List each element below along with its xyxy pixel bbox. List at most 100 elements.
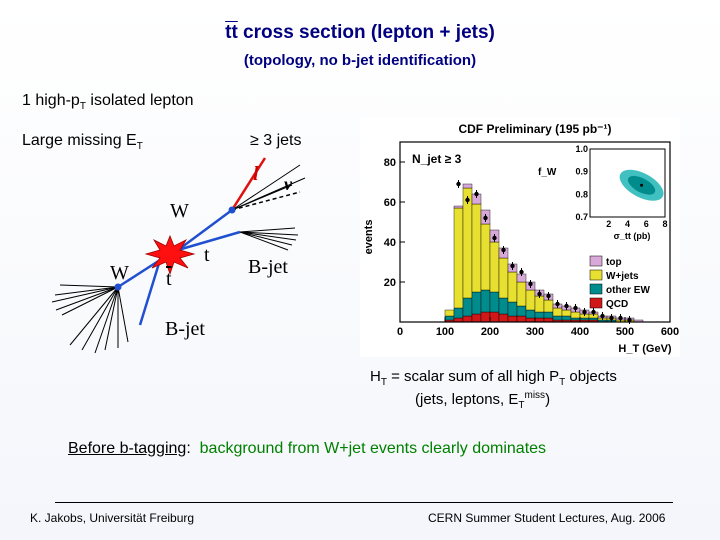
conclusion-colon: : bbox=[186, 440, 191, 457]
lepton-criterion-sub: T bbox=[79, 101, 86, 113]
data-point-5 bbox=[501, 247, 506, 253]
bar-top-6 bbox=[453, 205, 464, 209]
w-lower-vertex-icon bbox=[114, 283, 122, 291]
y-axis-label: events bbox=[363, 220, 375, 255]
data-point-13 bbox=[573, 305, 578, 311]
bar-qcd-7 bbox=[462, 315, 473, 323]
bar-top-7 bbox=[462, 183, 473, 189]
ht-def2-sup: miss bbox=[524, 390, 546, 401]
missing-et-sub: T bbox=[136, 141, 143, 153]
bar-qcd-11 bbox=[498, 313, 509, 323]
conclusion-line: Before b-tagging: background from W+jet … bbox=[68, 440, 546, 458]
w-lower-label: W bbox=[110, 262, 129, 284]
bar-wjets-7 bbox=[462, 187, 473, 299]
lepton-label: l bbox=[253, 163, 259, 185]
data-point-0 bbox=[456, 181, 461, 187]
bar-wjets-10 bbox=[489, 241, 500, 293]
bar-otherew-7 bbox=[462, 297, 473, 317]
bjet-right-line bbox=[177, 230, 241, 252]
legend-label-0: top bbox=[606, 257, 622, 268]
x-tick-label-5: 500 bbox=[616, 326, 634, 338]
bar-otherew-5 bbox=[444, 315, 455, 321]
bjet-lower-label: B-jet bbox=[165, 318, 205, 340]
inset-x-label: σ_tt (pb) bbox=[614, 231, 651, 241]
ht-chart-svg: CDF Preliminary (195 pb⁻¹) 0 100 200 300 400 5… bbox=[363, 122, 679, 355]
inset-y-tick-1: 0.8 bbox=[575, 189, 588, 199]
slide-title: tt cross section (lepton + jets) bbox=[0, 22, 720, 44]
data-point-18 bbox=[618, 315, 623, 321]
bar-wjets-5 bbox=[444, 309, 455, 317]
data-point-15 bbox=[591, 309, 596, 315]
bar-otherew-19 bbox=[570, 317, 581, 321]
y-tick-label-2: 60 bbox=[384, 197, 396, 209]
ht-distribution-plot: CDF Preliminary (195 pb⁻¹) 0 100 200 300 400 5… bbox=[360, 117, 680, 357]
data-point-19 bbox=[627, 317, 632, 323]
inset-y-label: f_W bbox=[538, 167, 557, 178]
bar-otherew-16 bbox=[543, 311, 554, 319]
data-point-14 bbox=[582, 309, 587, 315]
bar-wjets-6 bbox=[453, 207, 464, 309]
footer-right: CERN Summer Student Lectures, Aug. 2006 bbox=[428, 511, 666, 525]
bar-otherew-21 bbox=[588, 317, 599, 321]
lepton-criterion-rest: isolated lepton bbox=[85, 92, 194, 109]
bar-otherew-20 bbox=[579, 317, 590, 321]
inset-x-tick-1: 4 bbox=[625, 219, 630, 229]
footer-left: K. Jakobs, Universität Freiburg bbox=[30, 511, 195, 525]
bar-wjets-18 bbox=[561, 309, 572, 317]
data-point-12 bbox=[564, 303, 569, 309]
bar-wjets-14 bbox=[525, 289, 536, 311]
ht-def-h: H bbox=[370, 368, 381, 385]
bar-otherew-17 bbox=[552, 315, 563, 321]
bar-qcd-9 bbox=[480, 311, 491, 323]
x-axis-label: H_T (GeV) bbox=[618, 343, 672, 355]
x-tick-label-4: 400 bbox=[571, 326, 589, 338]
bar-wjets-19 bbox=[570, 311, 581, 319]
y-tick-label-0: 20 bbox=[384, 277, 396, 289]
w-decay-vertex-icon bbox=[228, 206, 236, 214]
inset-y-tick-3: 1.0 bbox=[575, 144, 588, 154]
data-point-11 bbox=[555, 301, 560, 307]
legend-swatch-1 bbox=[589, 269, 603, 281]
inset-y-tick-0: 0.7 bbox=[575, 212, 588, 222]
bar-wjets-9 bbox=[480, 223, 491, 291]
ht-def-sub2: T bbox=[559, 377, 566, 388]
inset-x-tick-3: 8 bbox=[662, 219, 667, 229]
bar-wjets-12 bbox=[507, 271, 518, 303]
bjet-right-spray bbox=[239, 227, 299, 251]
ht-def2-post: ) bbox=[545, 391, 551, 408]
x-tick-label-0: 0 bbox=[397, 326, 403, 338]
collision-vertex-icon bbox=[144, 234, 196, 276]
x-tick-label-2: 200 bbox=[481, 326, 499, 338]
bar-qcd-15 bbox=[534, 317, 545, 323]
bar-wjets-17 bbox=[552, 307, 563, 317]
bar-otherew-14 bbox=[525, 309, 536, 319]
jets-criterion: ≥ 3 jets bbox=[250, 132, 302, 149]
bar-otherew-15 bbox=[534, 311, 545, 319]
data-point-3 bbox=[483, 215, 488, 221]
bar-qcd-12 bbox=[507, 315, 518, 323]
bar-otherew-12 bbox=[507, 301, 518, 317]
chart-title: CDF Preliminary (195 pb⁻¹) bbox=[458, 122, 611, 136]
data-point-17 bbox=[609, 315, 614, 321]
bar-wjets-16 bbox=[543, 299, 554, 313]
bar-qcd-16 bbox=[543, 317, 554, 323]
bar-wjets-15 bbox=[534, 295, 545, 313]
x-tick-label-6: 600 bbox=[661, 326, 679, 338]
data-point-1 bbox=[465, 197, 470, 203]
inset-x-tick-2: 6 bbox=[644, 219, 649, 229]
lower-jet-spray bbox=[69, 286, 129, 354]
ht-def-sub: T bbox=[380, 377, 387, 388]
conclusion-prefix: Before b-tagging bbox=[68, 440, 187, 457]
data-point-8 bbox=[528, 281, 533, 287]
upper-jet-spray bbox=[231, 164, 306, 211]
bar-otherew-9 bbox=[480, 289, 491, 313]
footer-divider bbox=[55, 502, 673, 503]
data-point-6 bbox=[510, 263, 515, 269]
lepton-criterion: 1 high-pT isolated lepton bbox=[22, 92, 194, 112]
ht-def-mid: = scalar sum of all high P bbox=[386, 368, 560, 385]
bar-qcd-13 bbox=[516, 315, 527, 323]
data-point-2 bbox=[474, 191, 479, 197]
lower-left-jet-spray bbox=[51, 284, 119, 316]
missing-et-text: Large missing E bbox=[22, 132, 137, 149]
w-upper-label: W bbox=[170, 200, 189, 222]
